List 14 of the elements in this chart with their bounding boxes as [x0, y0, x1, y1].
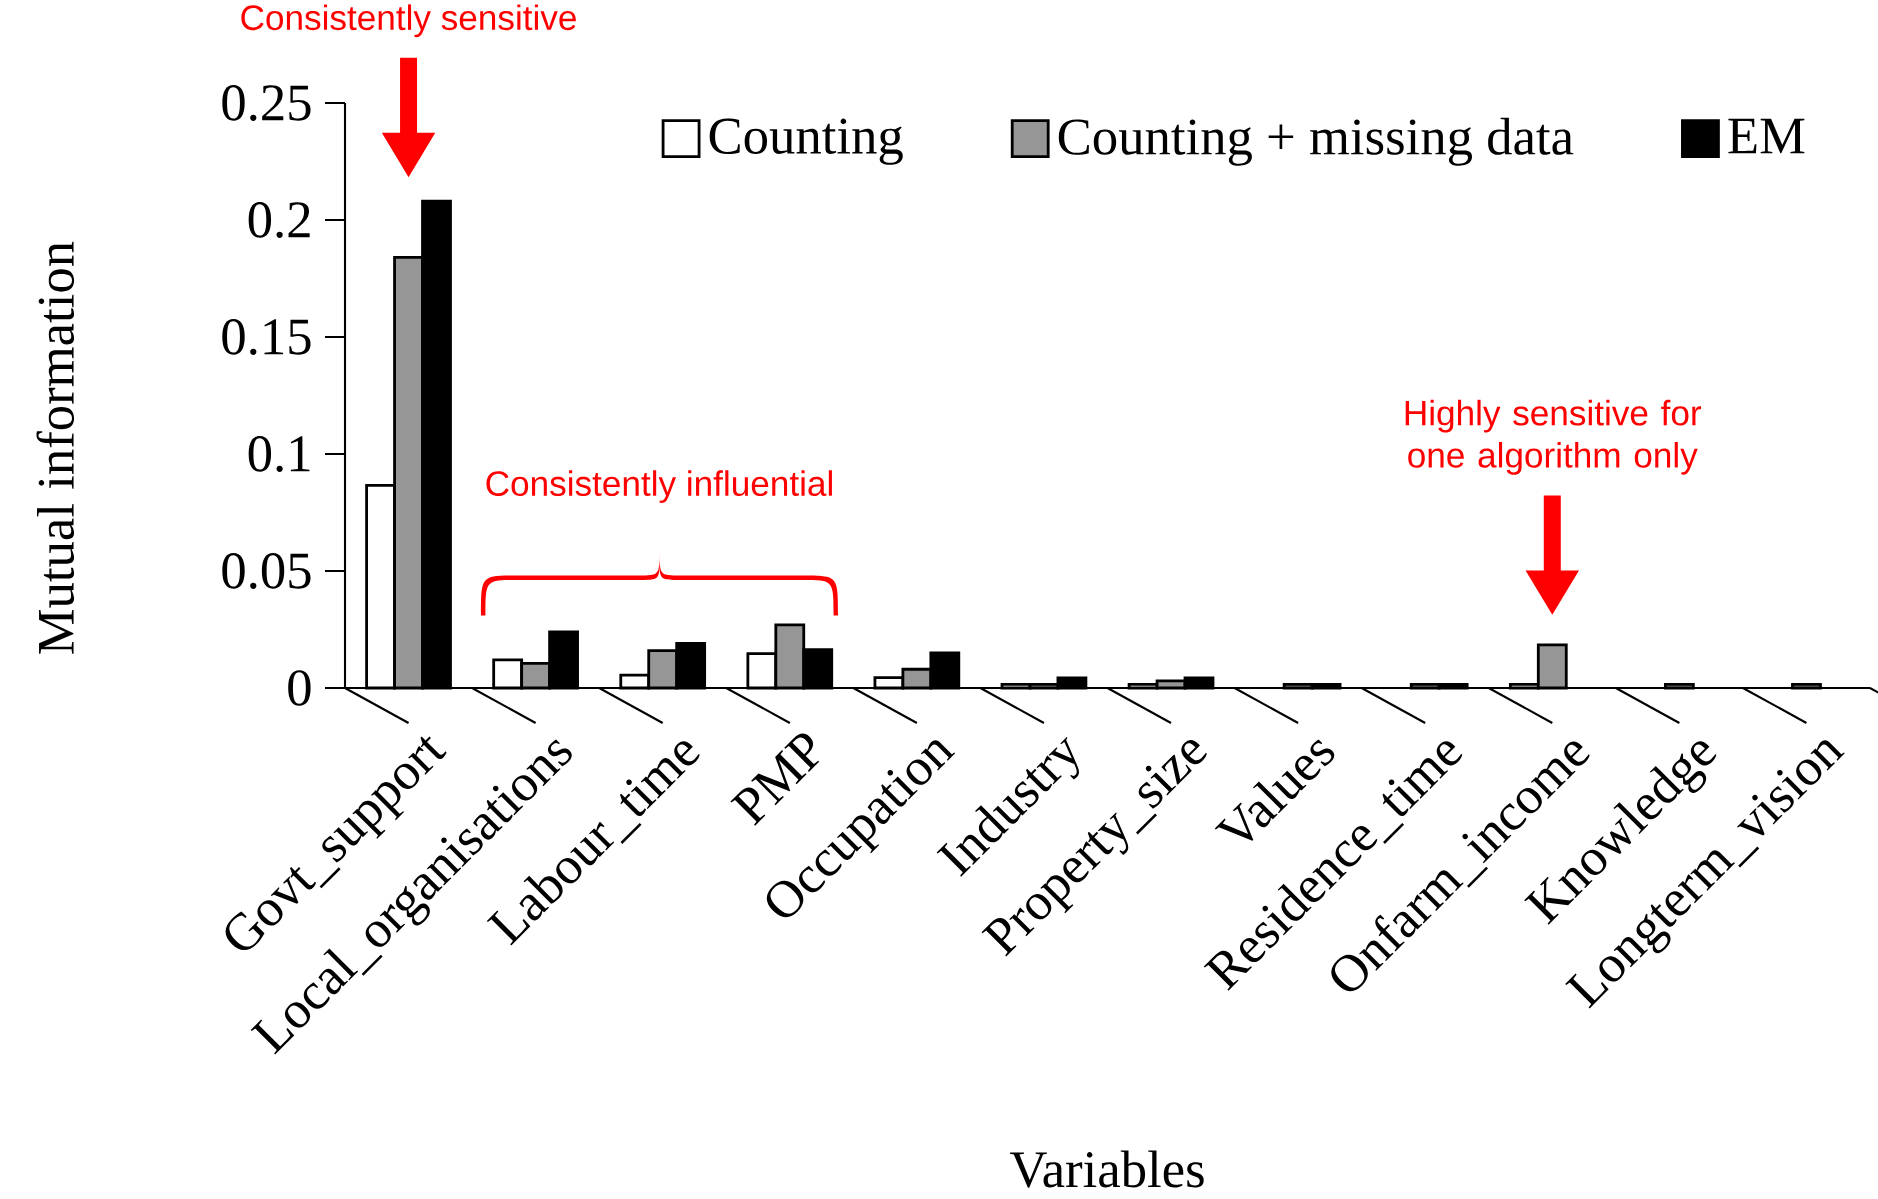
y-tick-label: 0.05 — [222, 553, 311, 589]
y-tick-label: 0 — [288, 670, 311, 706]
y-tick-label: 0.25 — [222, 85, 311, 121]
y-tick-label: 0.2 — [248, 202, 310, 238]
legend-label: Counting + missing data — [1058, 117, 1574, 166]
x-axis-title: Variables — [1010, 1150, 1204, 1188]
legend-label: EM — [1728, 118, 1805, 154]
annotation: Consistently influential — [486, 470, 832, 504]
text: Consistently sensitive — [241, 4, 576, 38]
annotation: Highly sensitive for one algorithm only — [1405, 399, 1702, 475]
y-tick-label: 0.1 — [248, 436, 310, 472]
legend-label: Counting — [709, 118, 903, 165]
y-tick-label: 0.15 — [222, 319, 311, 355]
y-axis-title: Mutual information — [36, 241, 75, 654]
